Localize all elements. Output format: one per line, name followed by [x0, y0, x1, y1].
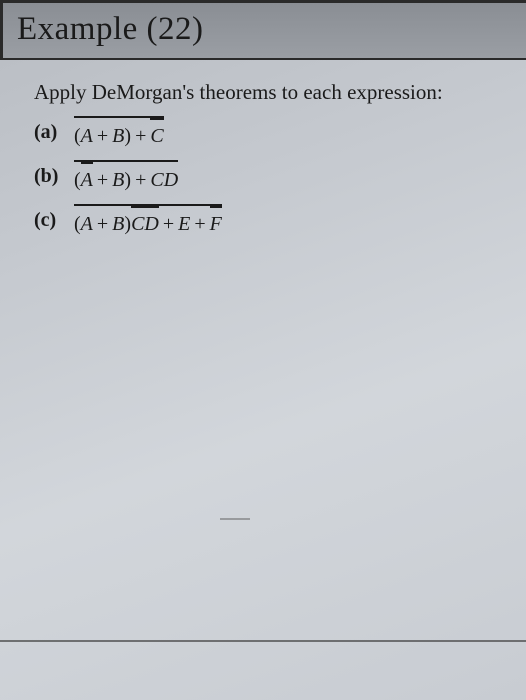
content-block: Apply DeMorgan's theorems to each expres…: [0, 78, 526, 240]
example-header: Example (22): [0, 0, 526, 60]
var-c: C: [150, 169, 163, 191]
plus: +: [93, 125, 112, 147]
item-label: (b): [34, 160, 60, 192]
d-bar: D: [144, 206, 158, 240]
outer-bar: (A+B)CD+E+F: [74, 204, 222, 240]
var-f: F: [210, 213, 222, 235]
var-d: D: [164, 169, 178, 191]
var-e: E: [178, 213, 190, 235]
var-b: B: [112, 169, 124, 191]
outer-bar: (A+B)+CD: [74, 160, 178, 196]
item-label: (a): [34, 116, 60, 148]
var-a: A: [81, 213, 93, 235]
var-d: D: [144, 213, 158, 235]
var-c: C: [150, 125, 163, 147]
expr-body: (A+B)+C: [74, 116, 164, 152]
c-bar: C: [150, 118, 163, 152]
item-label: (c): [34, 204, 60, 236]
bottom-rule: [0, 640, 526, 642]
example-title: Example (22): [17, 11, 512, 48]
var-b: B: [112, 213, 124, 235]
plus: +: [93, 213, 112, 235]
expression-a: (a) (A+B)+C: [34, 116, 502, 152]
stray-mark: [220, 518, 250, 520]
var-a: A: [81, 169, 93, 191]
expression-c: (c) (A+B)CD+E+F: [34, 204, 502, 240]
expr-body: (A+B)CD+E+F: [74, 204, 222, 240]
var-a: A: [81, 125, 93, 147]
plus: +: [131, 169, 150, 191]
a-bar: A: [81, 162, 93, 196]
plus: +: [159, 213, 178, 235]
f-bar: F: [210, 206, 222, 240]
lp: (: [74, 169, 81, 191]
c-bar: C: [131, 206, 144, 240]
expression-b: (b) (A+B)+CD: [34, 160, 502, 196]
plus: +: [190, 213, 209, 235]
instruction-text: Apply DeMorgan's theorems to each expres…: [34, 78, 502, 106]
var-c: C: [131, 213, 144, 235]
lp: (: [74, 213, 81, 235]
page: Example (22) Apply DeMorgan's theorems t…: [0, 0, 526, 700]
rp: ): [124, 213, 131, 235]
plus: +: [93, 169, 112, 191]
plus: +: [131, 125, 150, 147]
outer-bar: (A+B)+C: [74, 116, 164, 152]
var-b: B: [112, 125, 124, 147]
expr-body: (A+B)+CD: [74, 160, 178, 196]
lp: (: [74, 125, 81, 147]
